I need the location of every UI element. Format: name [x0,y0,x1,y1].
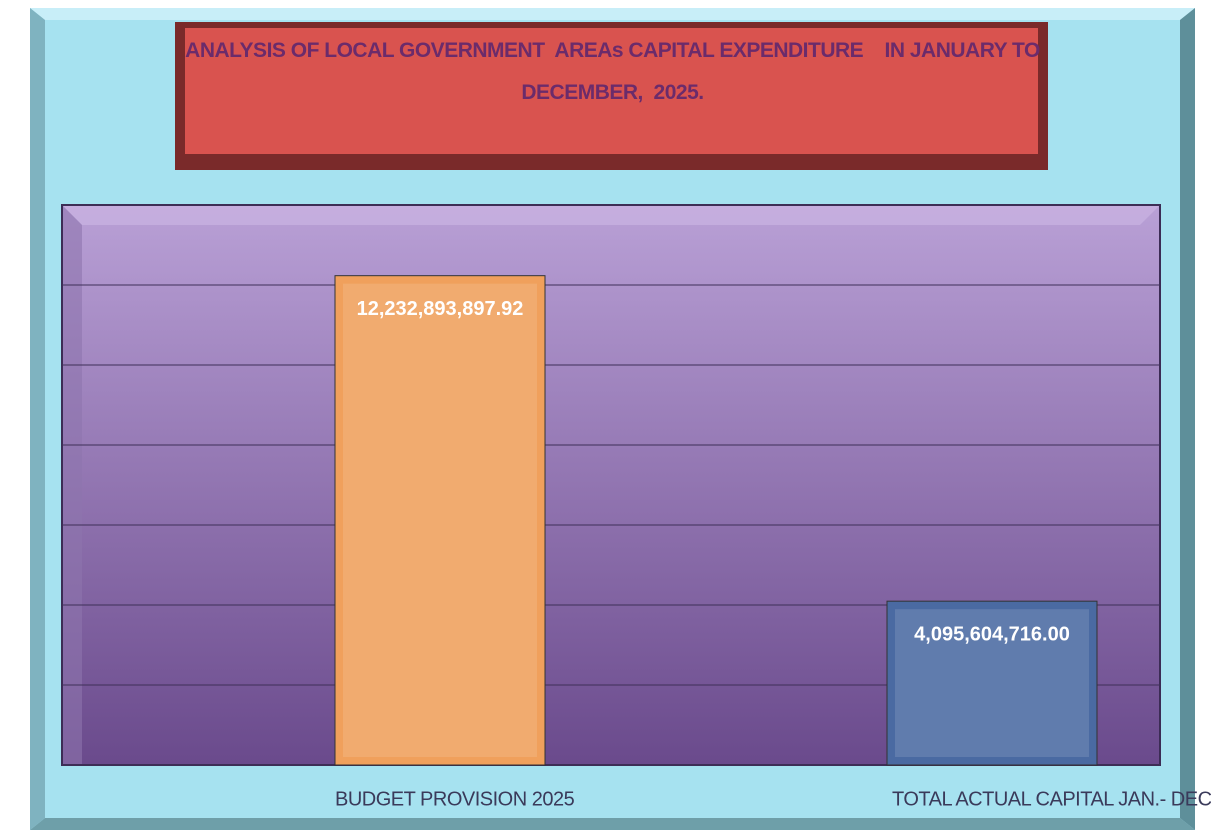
x-tick-label: BUDGET PROVISION 2025 [335,788,575,810]
title-box [185,28,1038,154]
bevel [30,8,45,830]
bar-highlight [343,283,537,757]
bar [334,275,546,766]
bevel [30,8,1195,20]
data-label: 4,095,604,716.00 [914,623,1070,645]
x-tick-label: TOTAL ACTUAL CAPITAL JAN.- DEC., [892,788,1211,810]
data-label: 12,232,893,897.92 [357,298,524,320]
bar-highlight [895,609,1089,757]
bar [886,600,1098,766]
bevel [30,818,1195,830]
chart-title: ANALYSIS OF LOCAL GOVERNMENT AREAs CAPIT… [185,39,1040,104]
bevel [1180,8,1195,830]
plot-bevel [62,205,82,765]
plot-bevel [62,205,1160,225]
